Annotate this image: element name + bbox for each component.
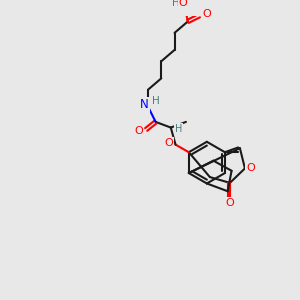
Text: O: O <box>202 9 211 19</box>
Text: H: H <box>172 0 179 8</box>
Text: O: O <box>179 0 188 8</box>
Text: H: H <box>175 124 182 134</box>
Text: O: O <box>226 198 234 208</box>
Text: O: O <box>246 164 255 173</box>
Text: O: O <box>164 138 173 148</box>
Text: O: O <box>134 126 143 136</box>
Text: H: H <box>152 96 160 106</box>
Text: N: N <box>140 98 148 111</box>
